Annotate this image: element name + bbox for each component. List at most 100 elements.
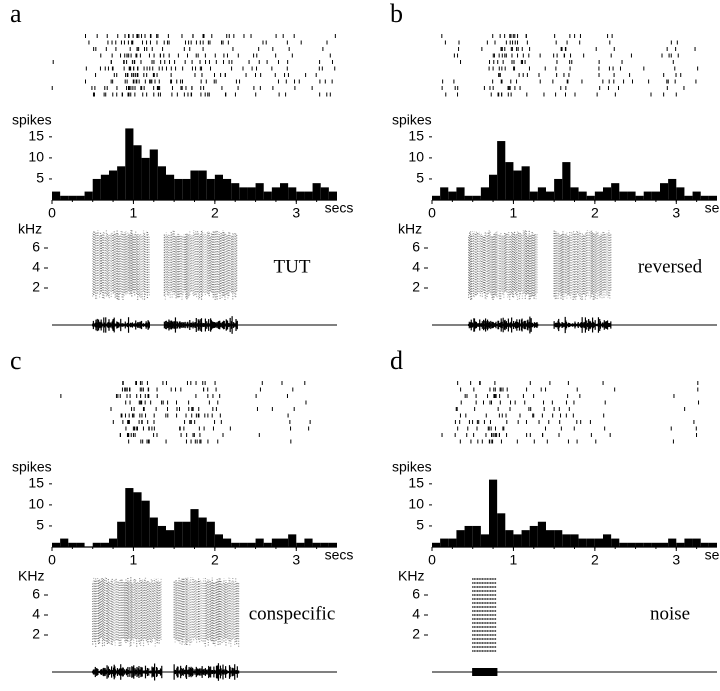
histogram-bar [554, 178, 563, 200]
histogram-bar [627, 191, 636, 200]
x-axis-label: secs [325, 200, 354, 216]
histogram-bar [537, 521, 546, 547]
histogram-bar [157, 166, 166, 200]
spectrogram-tick-label: 4 [412, 259, 420, 275]
spectrogram-tick-label: 2 [32, 279, 40, 295]
x-tick-label: 1 [510, 552, 518, 568]
histogram-bar [464, 195, 473, 200]
y-tick-label: 15 [408, 475, 424, 491]
histogram-bar [700, 542, 709, 547]
histogram-bar [651, 542, 660, 547]
histogram-bar [190, 509, 199, 547]
histogram-bar [125, 488, 134, 547]
histogram-bar [660, 183, 669, 200]
histogram-bar [174, 521, 183, 547]
y-axis-label: spikes [392, 112, 432, 128]
x-tick-label: 1 [130, 205, 138, 221]
histogram-bar [440, 538, 449, 547]
y-tick-label: 15 [28, 475, 44, 491]
stimulus-label: conspecific [249, 603, 336, 624]
histogram-bar [109, 538, 118, 547]
y-tick-label: 10 [28, 149, 44, 165]
histogram-bar [68, 542, 77, 547]
histogram-bar [529, 525, 538, 547]
spectrogram-tick-label: 4 [32, 259, 40, 275]
histogram-bar [562, 162, 571, 200]
histogram-bar [684, 195, 693, 200]
histogram-bar [708, 195, 717, 200]
y-tick-label: 5 [36, 170, 44, 186]
histogram-bar [578, 538, 587, 547]
histogram-bar [141, 157, 150, 200]
histogram-bar [60, 538, 69, 547]
histogram-bar [570, 534, 579, 547]
panel: c spikes 5 10 15 0 1 2 3 secs KHz 2 4 6 conspecific [10, 346, 353, 681]
histogram-bar [619, 191, 628, 200]
histogram-bar [472, 525, 481, 547]
histogram-bar [206, 521, 215, 547]
spectrogram-tick-label: 4 [32, 606, 40, 622]
x-tick-label: 0 [48, 205, 56, 221]
histogram-bar [432, 542, 441, 547]
histogram-bar [328, 542, 337, 547]
histogram-bar [497, 141, 506, 200]
spectrogram-tick-label: 2 [412, 626, 420, 642]
histogram-bar [52, 542, 61, 547]
histogram-bar [271, 538, 280, 547]
histogram-bar [125, 128, 134, 200]
histogram-bar [464, 525, 473, 547]
histogram-bar [255, 538, 264, 547]
histogram-bar [586, 195, 595, 200]
histogram-bar [635, 542, 644, 547]
y-tick-label: 10 [408, 496, 424, 512]
histogram-bar [60, 195, 69, 200]
histogram-bar [611, 183, 620, 200]
histogram-bar [239, 187, 248, 200]
histogram-bar [206, 178, 215, 200]
histogram-bar [100, 542, 109, 547]
histogram-bar [92, 542, 101, 547]
histogram-bar [280, 183, 289, 200]
spectrogram-y-label: KHz [18, 568, 44, 584]
panel-label: d [390, 346, 403, 375]
histogram-bar [619, 542, 628, 547]
histogram-bar [214, 174, 223, 200]
x-tick-label: 3 [672, 205, 680, 221]
histogram-bar [537, 187, 546, 200]
histogram-bar [440, 187, 449, 200]
spectrogram-y-label: kHz [18, 221, 42, 237]
histogram-bar [570, 187, 579, 200]
histogram-bar [117, 166, 126, 200]
histogram-bar [627, 542, 636, 547]
spectrogram-tick-label: 6 [412, 239, 420, 255]
histogram-bar [312, 183, 321, 200]
histogram-bar [513, 534, 522, 547]
histogram-bar [505, 162, 514, 200]
histogram-bar [594, 538, 603, 547]
histogram-bar [529, 191, 538, 200]
histogram-bar [554, 530, 563, 547]
spectrogram-tick-label: 2 [412, 279, 420, 295]
spectrogram-tick-label: 6 [412, 586, 420, 602]
histogram-bar [660, 542, 669, 547]
x-tick-label: 0 [428, 205, 436, 221]
histogram-bar [480, 534, 489, 547]
panel: a spikes 5 10 15 0 1 2 3 secs kHz 2 4 6 TUT [10, 0, 353, 334]
histogram-bar [320, 542, 329, 547]
y-axis-label: spikes [12, 459, 52, 475]
histogram-bar [166, 174, 175, 200]
histogram-bar [708, 542, 717, 547]
spectrogram-tick-label: 4 [412, 606, 420, 622]
histogram-bar [198, 170, 207, 200]
panel: d spikes 5 10 15 0 1 2 3 secs KHz 2 4 6 noise [390, 346, 720, 676]
histogram-bar [157, 525, 166, 547]
histogram-bar [247, 542, 256, 547]
histogram-bar [133, 145, 142, 200]
x-tick-label: 1 [510, 205, 518, 221]
x-tick-label: 2 [591, 552, 599, 568]
histogram-bar [489, 479, 498, 547]
histogram-bar [109, 170, 118, 200]
histogram-bar [296, 542, 305, 547]
histogram-bar [223, 538, 232, 547]
histogram-bar [247, 187, 256, 200]
